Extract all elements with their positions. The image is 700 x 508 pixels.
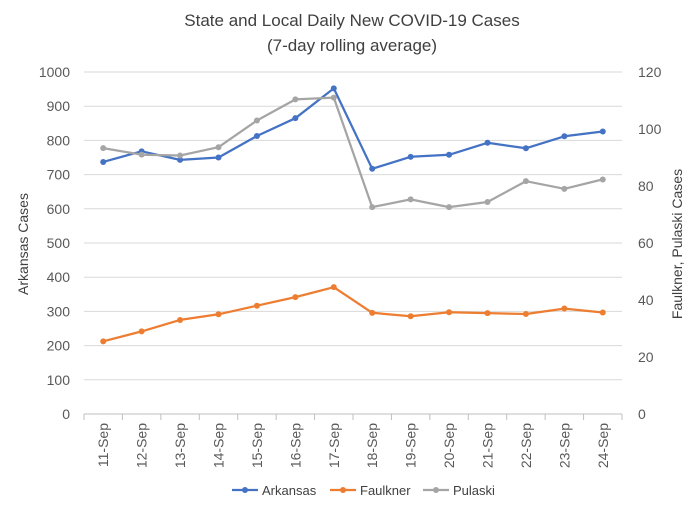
y-tick-label-left: 500 (47, 235, 71, 251)
data-point-faulkner (446, 309, 453, 316)
legend-marker-pulaski (433, 487, 439, 493)
y-tick-label-left: 200 (47, 338, 71, 354)
x-tick-label: 20-Sep (441, 423, 457, 468)
x-tick-label: 21-Sep (480, 423, 496, 468)
data-point-faulkner (292, 294, 299, 301)
data-point-pulaski (100, 145, 107, 152)
y-axis-label-right: Faulkner, Pulaski Cases (669, 169, 685, 319)
y-tick-label-left: 700 (47, 167, 71, 183)
data-point-arkansas (407, 153, 414, 160)
axes: 0 100 200 300 400 500 600 700 800 900 1000 0 20 40 60 8… (39, 64, 662, 468)
x-tick-label: 19-Sep (403, 423, 419, 468)
gridlines (84, 71, 622, 381)
y-tick-label-left: 900 (47, 98, 71, 114)
x-tick-label: 15-Sep (249, 423, 265, 468)
y-tick-label-right: 0 (638, 406, 646, 422)
data-point-arkansas (522, 145, 529, 152)
data-point-faulkner (177, 316, 184, 323)
data-point-faulkner (330, 284, 337, 291)
x-tick-label: 18-Sep (364, 423, 380, 468)
x-tick-label: 11-Sep (95, 423, 111, 467)
y-tick-label-left: 300 (47, 303, 71, 319)
y-tick-label-left: 600 (47, 201, 71, 217)
y-tick-label-right: 40 (638, 292, 654, 308)
data-point-pulaski (522, 178, 529, 185)
data-point-arkansas (215, 154, 222, 161)
data-point-pulaski (138, 151, 145, 158)
chart-subtitle: (7-day rolling average) (267, 36, 437, 55)
data-point-faulkner (369, 309, 376, 316)
data-point-faulkner (484, 310, 491, 317)
data-point-arkansas (292, 115, 299, 122)
x-tick-label: 16-Sep (287, 423, 303, 468)
data-point-pulaski (292, 96, 299, 103)
legend-marker-arkansas (242, 487, 248, 493)
data-point-faulkner (522, 310, 529, 317)
x-tick-label: 22-Sep (518, 423, 534, 468)
y-tick-label-left: 800 (47, 132, 71, 148)
data-point-faulkner (599, 309, 606, 316)
data-point-arkansas (177, 156, 184, 163)
data-point-pulaski (330, 94, 337, 101)
data-point-arkansas (599, 128, 606, 135)
data-point-arkansas (484, 139, 491, 146)
x-tick-label: 14-Sep (211, 423, 227, 468)
data-point-arkansas (369, 165, 376, 172)
data-point-pulaski (407, 196, 414, 203)
y-tick-label-right: 80 (638, 178, 654, 194)
series-line-pulaski (103, 96, 604, 209)
data-point-pulaski (253, 117, 260, 124)
chart-title: State and Local Daily New COVID-19 Cases (184, 11, 519, 30)
data-point-arkansas (253, 132, 260, 139)
data-point-faulkner (138, 328, 145, 335)
legend-marker-faulkner (340, 487, 346, 493)
data-point-pulaski (446, 204, 453, 211)
y-tick-label-left: 400 (47, 269, 71, 285)
y-axis-label-left: Arkansas Cases (15, 193, 31, 295)
y-tick-label-right: 60 (638, 235, 654, 251)
y-tick-label-left: 100 (47, 372, 71, 388)
data-point-faulkner (561, 305, 568, 312)
y-tick-label-left: 0 (62, 406, 70, 422)
data-point-faulkner (100, 338, 107, 345)
data-point-arkansas (100, 158, 107, 165)
data-point-arkansas (330, 85, 337, 92)
y-tick-label-left: 1000 (39, 64, 70, 80)
legend: Arkansas Faulkner Pulaski (232, 483, 495, 498)
x-tick-label: 13-Sep (172, 423, 188, 468)
data-point-faulkner (215, 311, 222, 318)
data-point-pulaski (561, 185, 568, 192)
data-point-pulaski (177, 152, 184, 159)
x-tick-label: 24-Sep (595, 423, 611, 468)
series-line-arkansas (102, 87, 603, 170)
data-point-pulaski (599, 176, 606, 183)
data-point-arkansas (561, 133, 568, 140)
data-point-arkansas (446, 151, 453, 158)
x-tick-label: 23-Sep (556, 423, 572, 468)
x-tick-label: 12-Sep (134, 423, 150, 468)
data-point-pulaski (484, 198, 491, 205)
x-tick-label: 17-Sep (326, 423, 342, 468)
series-line-faulkner (102, 286, 603, 343)
series (100, 85, 606, 345)
legend-label-pulaski: Pulaski (453, 483, 495, 498)
y-tick-label-right: 120 (638, 64, 662, 80)
data-point-pulaski (369, 204, 376, 211)
data-point-faulkner (407, 313, 414, 320)
y-tick-label-right: 100 (638, 121, 662, 137)
data-point-pulaski (215, 144, 222, 151)
y-tick-label-right: 20 (638, 349, 654, 365)
data-point-faulkner (253, 302, 260, 309)
legend-label-faulkner: Faulkner (360, 483, 411, 498)
legend-label-arkansas: Arkansas (262, 483, 317, 498)
